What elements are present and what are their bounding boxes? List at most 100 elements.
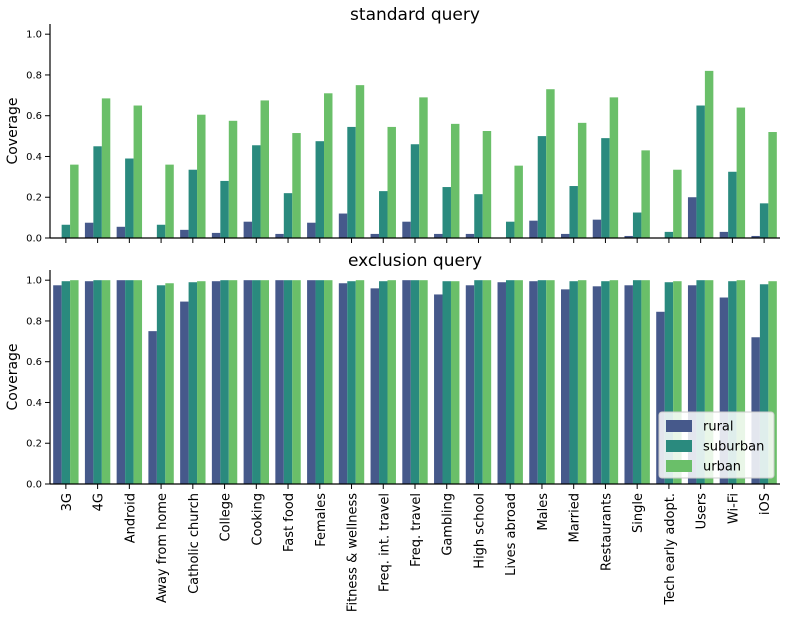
x-tick-label: Females bbox=[314, 493, 329, 547]
bar-urban-5 bbox=[197, 281, 206, 484]
y-tick-label: 0.8 bbox=[26, 316, 42, 327]
y-tick-label: 1.0 bbox=[26, 30, 42, 41]
bar-suburban-8 bbox=[283, 193, 293, 238]
bar-rural-11 bbox=[370, 233, 380, 238]
bar-urban-20 bbox=[673, 169, 682, 238]
x-tick-label: Users bbox=[695, 493, 710, 530]
bar-urban-10 bbox=[355, 85, 365, 239]
bar-rural-8 bbox=[275, 280, 284, 484]
bar-rural-1 bbox=[53, 285, 62, 484]
y-tick-label: 0.2 bbox=[26, 439, 42, 450]
bar-rural-19 bbox=[624, 285, 633, 484]
bar-suburban-17 bbox=[569, 281, 578, 484]
bar-suburban-3 bbox=[125, 280, 134, 484]
bar-rural-7 bbox=[243, 221, 253, 238]
y-tick-label: 1.0 bbox=[26, 276, 42, 287]
bar-urban-3 bbox=[133, 105, 143, 239]
bar-urban-21 bbox=[704, 70, 714, 238]
bar-suburban-11 bbox=[379, 191, 388, 238]
legend-swatch-urban bbox=[666, 460, 692, 472]
x-tick-label: Fast food bbox=[282, 493, 297, 552]
bar-urban-1 bbox=[70, 164, 79, 238]
bar-suburban-17 bbox=[569, 186, 578, 238]
bar-suburban-10 bbox=[347, 281, 356, 484]
bar-suburban-11 bbox=[379, 281, 388, 484]
bar-urban-11 bbox=[387, 280, 396, 484]
bar-suburban-21 bbox=[696, 280, 705, 484]
bar-rural-8 bbox=[275, 233, 284, 238]
bar-suburban-19 bbox=[632, 280, 642, 484]
bar-rural-22 bbox=[719, 231, 729, 238]
bar-urban-7 bbox=[260, 280, 269, 484]
bar-urban-18 bbox=[609, 97, 619, 238]
bar-suburban-14 bbox=[474, 194, 483, 238]
bar-urban-22 bbox=[736, 280, 746, 484]
x-tick-label: Wi-Fi bbox=[726, 493, 741, 524]
bar-urban-11 bbox=[387, 126, 396, 238]
bar-suburban-9 bbox=[315, 141, 325, 238]
y-tick-label: 0.6 bbox=[26, 357, 42, 368]
bar-rural-7 bbox=[243, 280, 253, 484]
y-tick-label: 0.4 bbox=[26, 152, 42, 163]
bar-suburban-23 bbox=[759, 284, 769, 484]
bar-suburban-19 bbox=[632, 212, 642, 238]
bar-suburban-16 bbox=[537, 280, 547, 484]
bar-urban-8 bbox=[292, 133, 301, 238]
bar-urban-15 bbox=[514, 280, 523, 484]
bar-rural-11 bbox=[370, 288, 380, 484]
bar-suburban-4 bbox=[156, 224, 166, 238]
bar-rural-2 bbox=[84, 222, 94, 238]
bar-rural-4 bbox=[148, 331, 157, 484]
legend-swatch-rural bbox=[666, 420, 692, 432]
bar-urban-4 bbox=[165, 164, 174, 238]
bar-suburban-22 bbox=[728, 281, 737, 484]
bar-rural-14 bbox=[465, 285, 475, 484]
bar-rural-5 bbox=[180, 301, 189, 484]
y-tick-label: 0.0 bbox=[26, 234, 42, 245]
bar-urban-17 bbox=[577, 122, 587, 238]
y-tick-label: 0.8 bbox=[26, 70, 42, 81]
legend-label-suburban: suburban bbox=[703, 440, 764, 455]
legend: rural suburban urban bbox=[658, 411, 775, 479]
bar-rural-14 bbox=[465, 233, 475, 238]
chart-panel-1: standard query Coverage 0.0 0.2 0.4 0.6 0.8 1.0 bbox=[5, 5, 780, 245]
x-tick-label: Restaurants bbox=[599, 493, 614, 571]
bar-rural-10 bbox=[338, 213, 348, 238]
bar-urban-13 bbox=[450, 123, 460, 238]
x-tick-label: Fitness & wellness bbox=[346, 493, 361, 612]
bar-rural-20 bbox=[656, 311, 665, 484]
chart-title: standard query bbox=[350, 5, 480, 25]
bar-rural-17 bbox=[561, 289, 570, 484]
bar-rural-5 bbox=[180, 229, 189, 238]
bar-urban-4 bbox=[165, 283, 174, 484]
bar-suburban-7 bbox=[252, 145, 261, 238]
bar-urban-14 bbox=[482, 280, 492, 484]
bar-urban-2 bbox=[101, 98, 111, 238]
bar-urban-13 bbox=[450, 281, 460, 484]
bar-rural-3 bbox=[116, 280, 126, 484]
bar-rural-16 bbox=[529, 281, 538, 484]
x-tick-label: Married bbox=[568, 493, 583, 543]
bar-urban-5 bbox=[197, 114, 206, 238]
bar-rural-18 bbox=[592, 219, 602, 238]
bar-suburban-16 bbox=[537, 136, 547, 238]
y-tick-label: 0.4 bbox=[26, 398, 42, 409]
bar-rural-21 bbox=[687, 285, 697, 484]
bar-suburban-22 bbox=[728, 171, 737, 238]
bar-suburban-23 bbox=[759, 203, 769, 238]
bar-urban-15 bbox=[514, 165, 523, 238]
x-tick-label: Lives abroad bbox=[504, 493, 519, 576]
bar-rural-12 bbox=[402, 221, 411, 238]
bar-rural-21 bbox=[687, 197, 697, 238]
x-tick-label: Android bbox=[123, 493, 138, 543]
bar-urban-2 bbox=[101, 280, 111, 484]
x-tick-label: College bbox=[219, 493, 234, 542]
bar-urban-9 bbox=[324, 280, 333, 484]
bar-suburban-3 bbox=[125, 158, 134, 238]
bar-urban-22 bbox=[736, 107, 746, 238]
bar-suburban-18 bbox=[601, 281, 610, 484]
x-tick-label: Freq. travel bbox=[409, 493, 424, 567]
bar-rural-2 bbox=[84, 281, 94, 484]
bar-urban-12 bbox=[419, 97, 428, 238]
